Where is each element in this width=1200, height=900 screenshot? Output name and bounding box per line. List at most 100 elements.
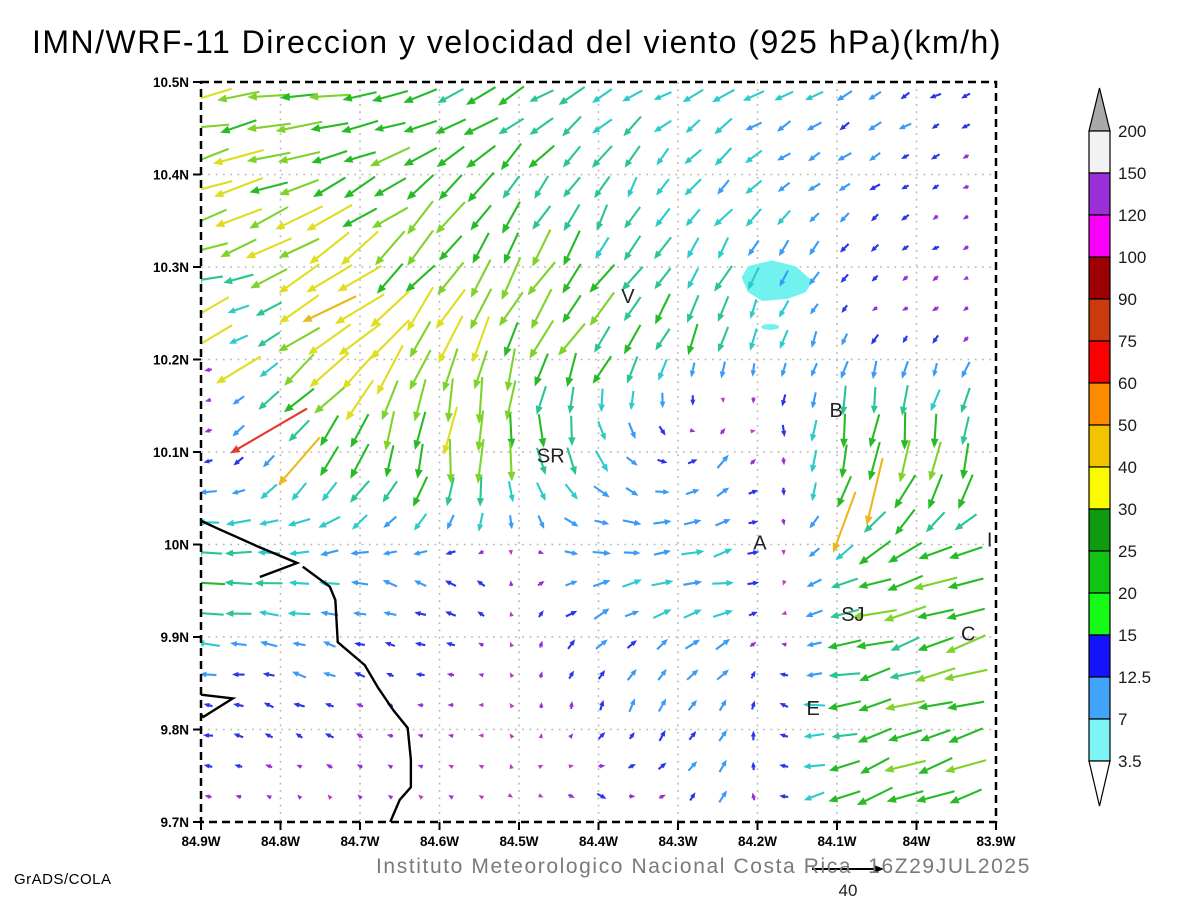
wind-arrow-head	[204, 367, 211, 373]
wind-arrow-head	[508, 549, 513, 556]
wind-arrow	[960, 387, 971, 414]
wind-arrow-head	[807, 185, 815, 192]
wind-arrow-head	[275, 125, 286, 134]
wind-arrow-head	[858, 581, 868, 589]
wind-arrow	[409, 349, 432, 391]
wind-arrow-head	[781, 459, 786, 466]
wind-arrow	[901, 360, 909, 379]
wind-arrow	[383, 410, 396, 451]
grads-credit: GrADS/COLA	[14, 871, 112, 888]
wind-arrow-head	[887, 583, 898, 591]
axis-ticks	[193, 81, 997, 830]
wind-arrow	[202, 733, 214, 738]
wind-arrow-head	[779, 794, 786, 799]
wind-arrow-head	[869, 154, 876, 161]
wind-arrow-head	[232, 671, 239, 678]
wind-arrow-head	[931, 306, 938, 312]
wind-arrow-head	[204, 428, 211, 433]
wind-arrow	[254, 579, 283, 587]
wind-arrow	[946, 607, 985, 621]
wind-arrow-head	[478, 764, 485, 770]
wind-arrow	[247, 92, 291, 101]
wind-arrow	[948, 727, 984, 743]
wind-arrow-head	[930, 438, 939, 449]
wind-arrow-head	[563, 255, 572, 266]
colorbar-cell	[1088, 592, 1111, 636]
wind-arrow	[313, 176, 346, 198]
wind-arrow-shaft	[919, 667, 956, 681]
wind-arrow	[507, 413, 516, 449]
wind-arrow-head	[915, 795, 927, 803]
wind-arrow	[961, 123, 971, 129]
wind-arrow-shaft	[311, 323, 352, 353]
wind-arrow-head	[309, 378, 320, 388]
wind-arrow-head	[717, 187, 725, 195]
wind-arrow-head	[470, 220, 480, 231]
wind-arrow-head	[589, 315, 599, 326]
wind-arrow-head	[407, 224, 417, 235]
wind-arrow-head	[567, 405, 575, 414]
wind-arrow-shaft	[280, 436, 321, 483]
wind-arrow-head	[871, 371, 878, 380]
wind-arrow-shaft	[832, 790, 861, 802]
wind-arrow-head	[413, 411, 421, 422]
wind-arrow-shaft	[841, 444, 848, 474]
wind-arrow	[901, 213, 910, 221]
wind-arrow	[806, 671, 823, 678]
wind-arrow	[625, 486, 639, 496]
wind-arrow-shaft	[414, 379, 427, 418]
wind-arrow	[597, 420, 606, 441]
wind-arrow	[417, 764, 424, 769]
wind-arrow-head	[529, 95, 539, 102]
wind-arrow-shaft	[471, 288, 493, 326]
wind-arrow-head	[691, 669, 699, 676]
wind-arrow	[568, 670, 575, 680]
wind-arrow-head	[569, 639, 576, 646]
wind-arrow-shaft	[860, 640, 894, 648]
wind-arrow	[958, 474, 974, 510]
wind-arrow	[687, 459, 698, 465]
wind-arrow-head	[781, 490, 786, 496]
wind-arrow-shaft	[407, 146, 438, 165]
wind-arrow-shaft	[251, 93, 291, 99]
wind-arrow-head	[751, 792, 757, 799]
wind-arrow-head	[471, 352, 480, 363]
wind-arrow	[863, 510, 887, 533]
wind-arrow-shaft	[224, 119, 257, 133]
wind-arrow-shaft	[378, 344, 404, 392]
wind-arrow	[869, 152, 881, 161]
wind-arrow-head	[467, 192, 477, 203]
wind-arrow-head	[839, 216, 847, 223]
wind-arrow-head	[215, 375, 227, 384]
wind-arrow-head	[960, 469, 969, 480]
wind-arrow-head	[466, 159, 477, 169]
wind-arrow-head	[810, 433, 817, 442]
wind-arrow-shaft	[623, 266, 644, 288]
wind-arrow	[780, 362, 787, 378]
wind-arrow	[781, 642, 787, 647]
wind-arrow-head	[901, 245, 908, 251]
wind-arrow-head	[504, 410, 513, 421]
wind-arrow-head	[809, 521, 816, 529]
wind-arrow-head	[369, 158, 381, 167]
wind-arrow-head	[260, 491, 269, 500]
wind-arrow-head	[320, 436, 329, 447]
wind-arrow-head	[630, 668, 637, 676]
wind-arrow-head	[932, 370, 938, 378]
wind-arrow	[447, 702, 454, 708]
wind-arrow	[594, 519, 610, 526]
wind-arrow	[537, 764, 544, 770]
wind-arrow	[386, 672, 394, 678]
wind-arrow-head	[384, 467, 392, 478]
wind-arrow	[297, 794, 303, 800]
wind-arrow	[476, 476, 485, 507]
wind-arrow	[719, 361, 727, 379]
wind-arrow	[655, 293, 671, 325]
wind-arrow-shaft	[379, 263, 404, 291]
wind-arrow-head	[690, 792, 696, 799]
wind-arrow	[657, 458, 668, 464]
wind-arrow-head	[691, 459, 698, 465]
wind-arrow-shaft	[920, 790, 955, 802]
wind-arrow	[204, 367, 212, 373]
wind-arrow	[930, 153, 941, 160]
